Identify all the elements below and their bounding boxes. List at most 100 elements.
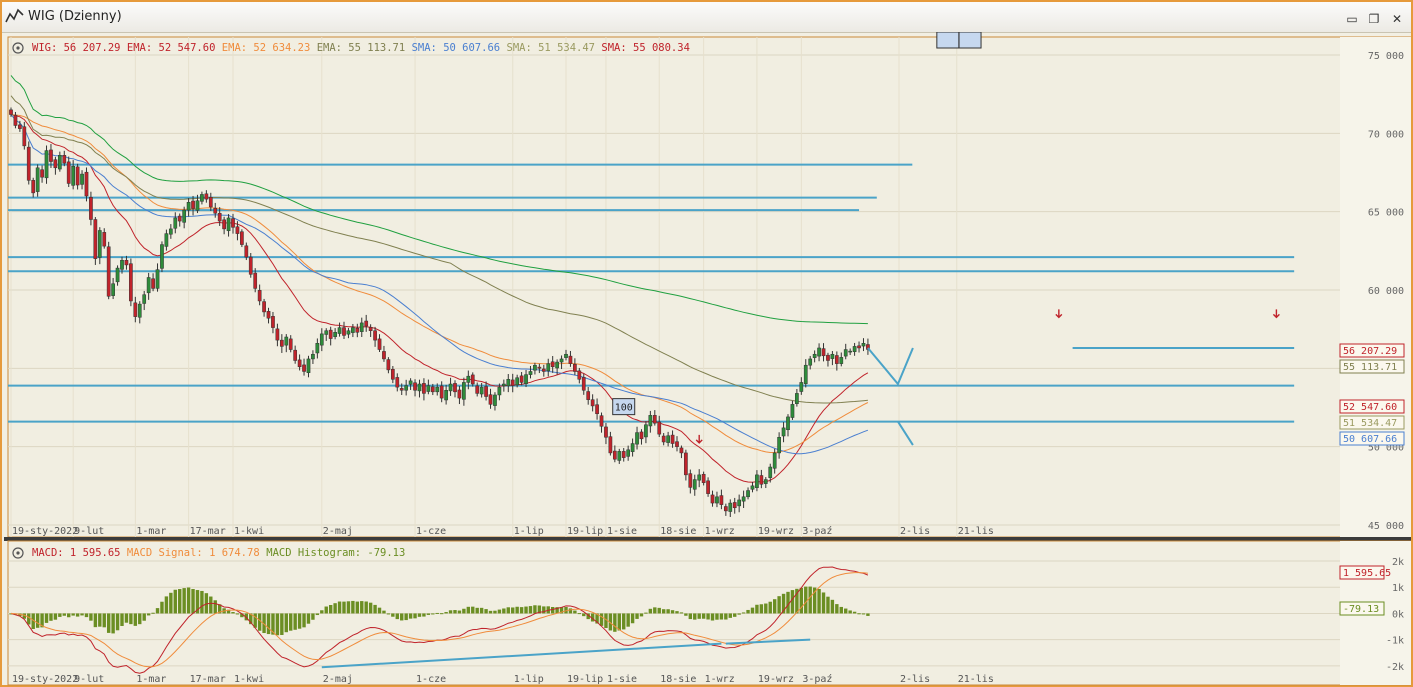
histogram-bar bbox=[795, 588, 799, 614]
candle-body bbox=[581, 377, 586, 391]
histogram-bar bbox=[346, 601, 351, 614]
histogram-bar bbox=[826, 596, 830, 614]
date-tick-label: 3-paź bbox=[802, 525, 832, 537]
candle-body bbox=[559, 358, 564, 363]
price-tick-label: 60 000 bbox=[1368, 286, 1404, 297]
candle-body bbox=[355, 327, 360, 333]
histogram-bar bbox=[178, 589, 182, 614]
histogram-bar bbox=[613, 613, 617, 632]
badge-bg bbox=[1339, 431, 1405, 446]
candle-body bbox=[772, 452, 777, 469]
histogram-bar bbox=[80, 613, 84, 616]
value-badge: 56 207.29 bbox=[1339, 343, 1405, 358]
histogram-bar bbox=[768, 601, 772, 614]
macd-tick-label: -2k bbox=[1386, 662, 1404, 673]
histogram-bar bbox=[590, 613, 595, 622]
candle-body bbox=[786, 416, 790, 430]
histogram-bar bbox=[195, 590, 200, 614]
candle-body bbox=[217, 212, 222, 222]
candle-body bbox=[799, 382, 804, 392]
candle-body bbox=[120, 259, 124, 270]
histogram-bar bbox=[617, 613, 621, 631]
histogram-bar bbox=[839, 606, 843, 614]
close-icon[interactable]: ✕ bbox=[1391, 12, 1403, 26]
candle-body bbox=[40, 169, 44, 178]
macd-panel-settings-icon[interactable] bbox=[12, 547, 24, 559]
macd-date-tick-label: 21-lis bbox=[958, 674, 994, 685]
badge-label: 1 595.65 bbox=[1343, 568, 1391, 579]
histogram-bar bbox=[657, 607, 661, 614]
date-tick-label: 2-maj bbox=[323, 526, 353, 537]
candle-body bbox=[732, 502, 737, 509]
macd-value-badge: -79.13 bbox=[1339, 601, 1385, 616]
candle-body bbox=[546, 363, 551, 372]
candle-body bbox=[235, 226, 240, 234]
histogram-bar bbox=[111, 613, 115, 634]
candle-body bbox=[763, 479, 768, 484]
candle-body bbox=[89, 197, 93, 220]
candle-body bbox=[466, 375, 471, 383]
histogram-bar bbox=[622, 613, 626, 630]
date-tick-label: 1-wrz bbox=[705, 526, 735, 537]
candle-body bbox=[453, 383, 457, 393]
candle-body bbox=[759, 475, 764, 485]
histogram-bar bbox=[164, 596, 169, 614]
price-tick-label: 45 000 bbox=[1368, 521, 1404, 532]
histogram-bar bbox=[737, 613, 741, 615]
histogram-bar bbox=[804, 586, 808, 614]
macd-value-badges: 1 595.65 -79.13 bbox=[1339, 565, 1391, 616]
candle-body bbox=[413, 382, 417, 391]
histogram-bar bbox=[240, 613, 244, 618]
panel-separator[interactable] bbox=[4, 537, 1411, 541]
histogram-bar bbox=[857, 613, 861, 615]
histogram-bar bbox=[475, 607, 479, 614]
candle-body bbox=[359, 322, 364, 332]
candle-body bbox=[577, 370, 582, 380]
candle-body bbox=[306, 358, 311, 373]
candle-body bbox=[635, 432, 639, 445]
histogram-bar bbox=[182, 588, 186, 614]
histogram-bar bbox=[146, 613, 151, 616]
histogram-bar bbox=[488, 610, 493, 614]
histogram-bar bbox=[62, 613, 66, 616]
restore-icon[interactable]: ❐ bbox=[1368, 12, 1380, 26]
histogram-bar bbox=[328, 604, 333, 614]
candle-body bbox=[692, 479, 697, 490]
candle-body bbox=[599, 415, 604, 427]
title-bar[interactable]: WIG (Dzienny) ▭ ❐ ✕ bbox=[2, 2, 1411, 33]
candle-body bbox=[817, 347, 821, 357]
date-tick-label: 2-lis bbox=[900, 526, 930, 537]
candle-body bbox=[66, 161, 71, 184]
candle-body bbox=[200, 194, 204, 202]
candle-body bbox=[222, 219, 226, 230]
histogram-bar bbox=[9, 613, 13, 615]
histogram-bar bbox=[75, 613, 80, 617]
macd-value-badge: 1 595.65 bbox=[1339, 565, 1391, 580]
candle-body bbox=[533, 364, 537, 371]
price-axis[interactable] bbox=[1340, 37, 1411, 537]
histogram-bar bbox=[764, 603, 768, 614]
price-panel-settings-icon[interactable] bbox=[12, 42, 24, 54]
price-panel[interactable] bbox=[7, 36, 1411, 538]
badge-bg bbox=[1339, 359, 1405, 374]
projection-line bbox=[897, 421, 914, 446]
candle-body bbox=[231, 218, 235, 228]
value-badge: 51 534.47 bbox=[1339, 415, 1405, 430]
histogram-bar bbox=[644, 612, 648, 614]
date-tick-label: 17-mar bbox=[190, 526, 226, 537]
candle-body bbox=[129, 263, 133, 302]
histogram-bar bbox=[781, 593, 786, 614]
candle-body bbox=[586, 391, 591, 400]
window-title: WIG (Dzienny) bbox=[28, 9, 122, 24]
candle-body bbox=[652, 415, 657, 424]
histogram-bar bbox=[315, 613, 320, 616]
candle-body bbox=[688, 473, 693, 488]
candle-body bbox=[151, 278, 155, 289]
histogram-bar bbox=[457, 610, 462, 614]
candle-body bbox=[590, 399, 595, 407]
minimize-icon[interactable]: ▭ bbox=[1346, 12, 1358, 26]
histogram-bar bbox=[750, 607, 755, 614]
histogram-bar bbox=[493, 610, 497, 614]
